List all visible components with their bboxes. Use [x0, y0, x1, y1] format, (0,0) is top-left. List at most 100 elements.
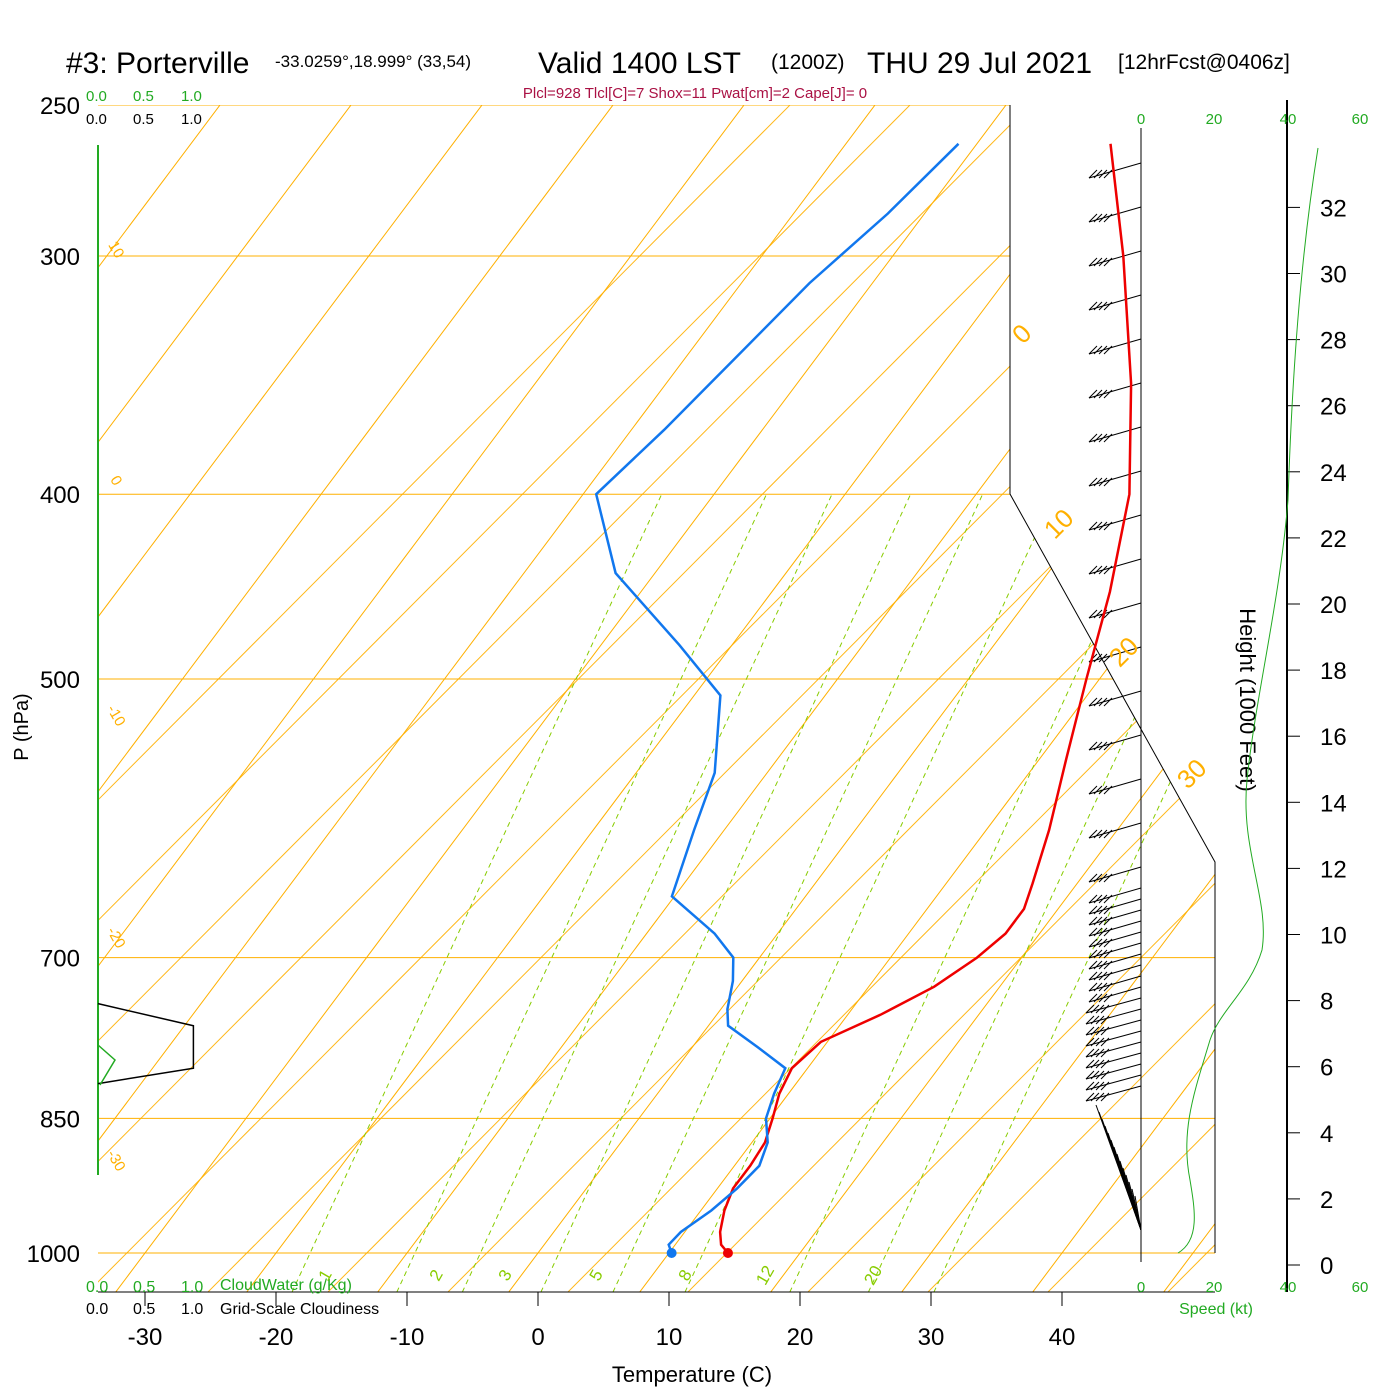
cloudiness-bottom-tick: 1.0 [181, 1301, 203, 1318]
temperature-line [718, 143, 1133, 1254]
wind-barb-feather [1088, 938, 1098, 948]
adiabat-line [98, 105, 1036, 1292]
wind-barb [1085, 1030, 1142, 1047]
wind-barb-feather [1098, 982, 1108, 992]
adiabat-line [799, 105, 1215, 1292]
wind-barb-feather [1093, 697, 1103, 707]
mixing-ratio-label: 2 [426, 1266, 447, 1284]
height-axis-label: Height (1000 Feet) [1235, 608, 1260, 791]
height-tick-label: 32 [1320, 195, 1347, 222]
wind-barb [1088, 690, 1142, 707]
cloudiness-top-tick: 0.0 [86, 111, 107, 128]
wind-barb [1085, 1063, 1142, 1080]
wind-barb-feather [1098, 873, 1108, 883]
isotherm-label: 30 [1171, 753, 1213, 795]
mixing-ratio-line [280, 494, 663, 1292]
wind-barb [1088, 426, 1142, 443]
temperature-tick-label: 20 [787, 1324, 814, 1351]
wind-barb-feather [1103, 565, 1113, 575]
wind-barb-feather [1088, 894, 1098, 904]
wind-barb-feather [1090, 1026, 1100, 1036]
mixing-ratio-line [529, 494, 912, 1292]
wind-barb-feather [1085, 1092, 1095, 1102]
wind-barb-feather [1085, 1026, 1095, 1036]
wind-barb [1085, 1085, 1142, 1102]
temperature-tick-label: -30 [128, 1324, 163, 1351]
cloudwater-bottom-tick: 1.0 [181, 1279, 203, 1296]
plot-outline [1009, 105, 1216, 1253]
temperature-tick-label: 40 [1049, 1324, 1076, 1351]
wind-barb-feather [1093, 916, 1103, 926]
adiabat-line [1159, 105, 1215, 1292]
wind-barb-feather [1100, 1037, 1110, 1047]
cloudwater-line [97, 1044, 116, 1086]
height-tick-label: 18 [1320, 658, 1347, 685]
pressure-axis: 250 300 400 500 700 850 1000 [27, 93, 80, 1268]
wind-barb-feather [1088, 916, 1098, 926]
wind-barb-feather [1100, 1081, 1110, 1091]
cloudwater-bottom-tick: 0.0 [86, 1279, 108, 1296]
isotherm-label: -20 [103, 924, 129, 951]
wind-barb-feather [1088, 697, 1098, 707]
wind-barb-feather [1103, 971, 1113, 981]
wind-barb-feather [1090, 1037, 1100, 1047]
speed-bottom-tick: 60 [1352, 1279, 1369, 1296]
wind-barb-feather [1088, 389, 1098, 399]
wind-barb-feather [1103, 345, 1113, 355]
adiabat-line [199, 105, 1215, 1292]
wind-barb-feather [1085, 1037, 1095, 1047]
speed-top-tick: 20 [1206, 111, 1223, 128]
wind-barb-feather [1085, 1059, 1095, 1069]
wind-barb-feather [1103, 213, 1113, 223]
temperature-axis-label: Temperature (C) [612, 1362, 772, 1387]
wind-barb-feather [1093, 477, 1103, 487]
wind-barb [1088, 822, 1142, 839]
wind-barb-feather [1088, 565, 1098, 575]
wind-barb-feather [1103, 169, 1113, 179]
wind-barb-feather [1093, 993, 1103, 1003]
wind-barb-feather [1090, 1070, 1100, 1080]
adiabat-line [559, 105, 1215, 1292]
wind-barb-feather [1088, 477, 1098, 487]
wind-barb-feather [1088, 982, 1098, 992]
wind-barb-feather [1093, 389, 1103, 399]
isotherm-label: 0 [1006, 318, 1037, 349]
wind-barb-feather [1088, 993, 1098, 1003]
wind-barb [1085, 1074, 1142, 1091]
wind-barb-feather [1100, 1015, 1110, 1025]
wind-barb-feather [1093, 938, 1103, 948]
wind-barb [1088, 294, 1142, 311]
isotherm-line [1156, 105, 1215, 1292]
wind-barb-feather [1095, 1059, 1105, 1069]
wind-barb [1088, 206, 1142, 223]
wind-barb-feather [1098, 169, 1108, 179]
speed-bottom-tick: 0 [1137, 1279, 1145, 1296]
wind-barb-feather [1090, 1092, 1100, 1102]
wind-barb-feather [1098, 927, 1108, 937]
cloudwater-bottom-tick: 0.5 [133, 1279, 155, 1296]
wind-barb-feather [1088, 741, 1098, 751]
wind-barb [1085, 1008, 1142, 1025]
wind-barb-feather [1098, 213, 1108, 223]
mixing-ratio-label: 8 [675, 1266, 696, 1284]
isotherm-label: -10 [103, 702, 129, 729]
wind-barb-feather [1098, 345, 1108, 355]
wind-barb [1088, 953, 1142, 970]
dewpoint-surface-point [666, 1248, 677, 1258]
wind-barb-feather [1103, 949, 1113, 959]
height-tick-label: 2 [1320, 1187, 1333, 1214]
mixing-ratio-label: 20 [860, 1262, 886, 1288]
wind-barb-feather [1093, 949, 1103, 959]
wind-barb-feather [1103, 477, 1113, 487]
adiabat-line [319, 105, 1215, 1292]
wind-barb-feather [1100, 1026, 1110, 1036]
height-tick-label: 24 [1320, 460, 1347, 487]
adiabat-line [439, 105, 1215, 1292]
isotherm-line [763, 105, 1215, 1292]
cloudwater-legend: CloudWater (g/Kg) [220, 1277, 352, 1294]
wind-barb-feather [1098, 971, 1108, 981]
isotherm-line [98, 105, 901, 1292]
height-tick-label: 10 [1320, 923, 1347, 950]
